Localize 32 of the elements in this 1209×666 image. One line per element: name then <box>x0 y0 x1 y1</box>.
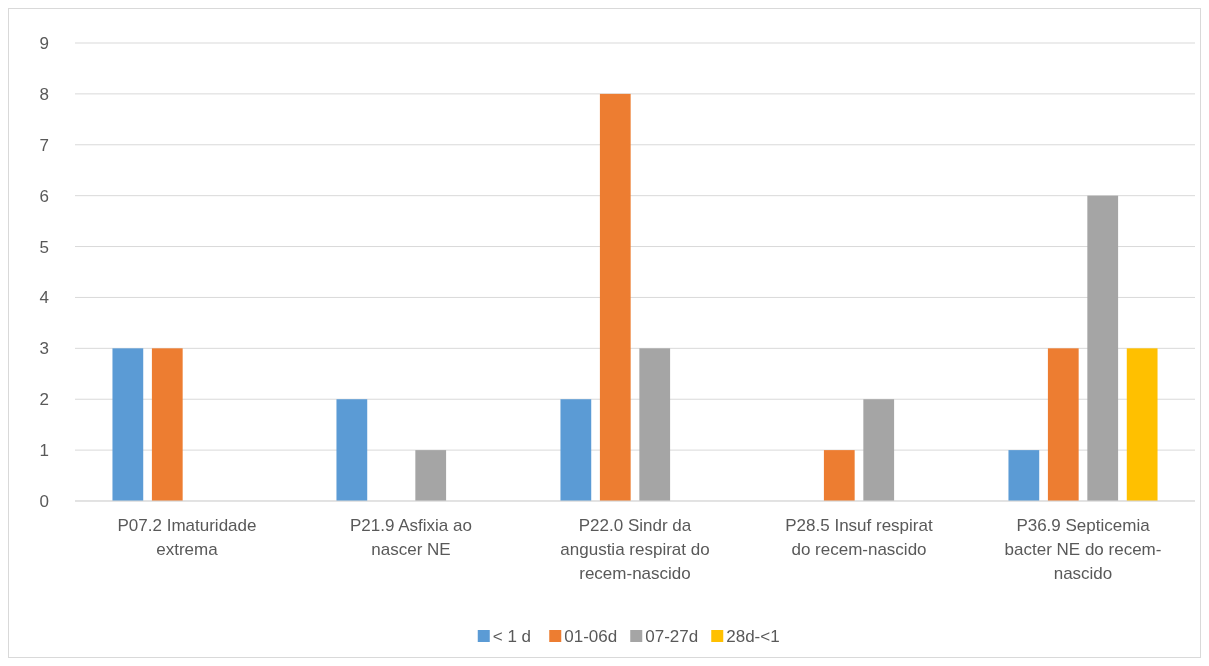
legend-label: 01-06d <box>564 626 618 646</box>
legend-label: 07-27d <box>645 626 699 646</box>
bar <box>599 93 631 501</box>
bar <box>336 399 368 501</box>
x-tick-label: P36.9 Septicemia bacter NE do recem-nascido <box>1004 516 1162 583</box>
bar <box>415 450 447 501</box>
x-tick-label: P07.2 Imaturidade extrema <box>117 516 257 559</box>
legend-label: < 1 d <box>492 626 532 646</box>
y-tick-label: 8 <box>39 84 49 104</box>
bar <box>112 348 144 501</box>
x-tick-label: P21.9 Asfixia ao nascer NE <box>350 516 472 559</box>
y-tick-label: 6 <box>39 186 49 206</box>
bar <box>1008 450 1040 501</box>
bar <box>1047 348 1079 501</box>
bar <box>151 348 183 501</box>
y-tick-label: 5 <box>39 237 49 257</box>
y-tick-label: 3 <box>39 339 49 359</box>
bar <box>1126 348 1158 501</box>
y-tick-label: 0 <box>39 491 49 511</box>
x-tick-label: P28.5 Insuf respirat do recem-nascido <box>785 516 933 559</box>
x-tick-label: P22.0 Sindr da angustia respirat do recem-nascido <box>560 516 710 583</box>
bar <box>823 450 855 501</box>
y-tick-label: 4 <box>39 288 49 308</box>
bar <box>863 399 895 501</box>
y-tick-label: 1 <box>39 441 49 461</box>
y-tick-label: 2 <box>39 390 49 410</box>
legend-label: 28d-<1 <box>726 626 780 646</box>
bar <box>639 348 671 501</box>
bar <box>1087 195 1119 501</box>
bar <box>560 399 592 501</box>
y-tick-label: 7 <box>39 135 49 155</box>
y-tick-label: 9 <box>39 33 49 53</box>
